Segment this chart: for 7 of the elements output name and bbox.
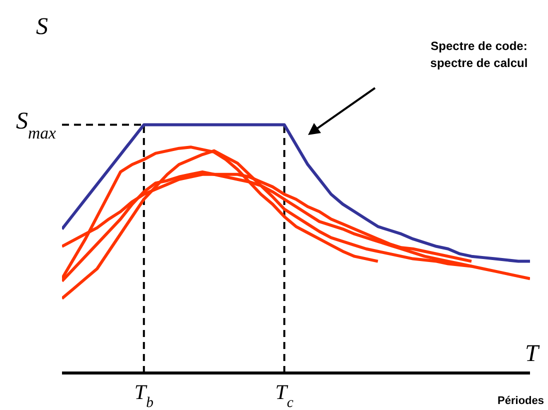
text: Périodes bbox=[498, 395, 544, 407]
x-tick-label: T$_{c}$ bbox=[275, 380, 294, 410]
x-axis-title: T bbox=[525, 341, 540, 367]
y-axis-title: S bbox=[36, 14, 48, 40]
ref-line-label: S$_{max}$ bbox=[16, 108, 57, 142]
text: Spectre de code: spectre de calcul bbox=[430, 39, 528, 70]
x-tick-label: T$_{b}$ bbox=[134, 380, 154, 410]
